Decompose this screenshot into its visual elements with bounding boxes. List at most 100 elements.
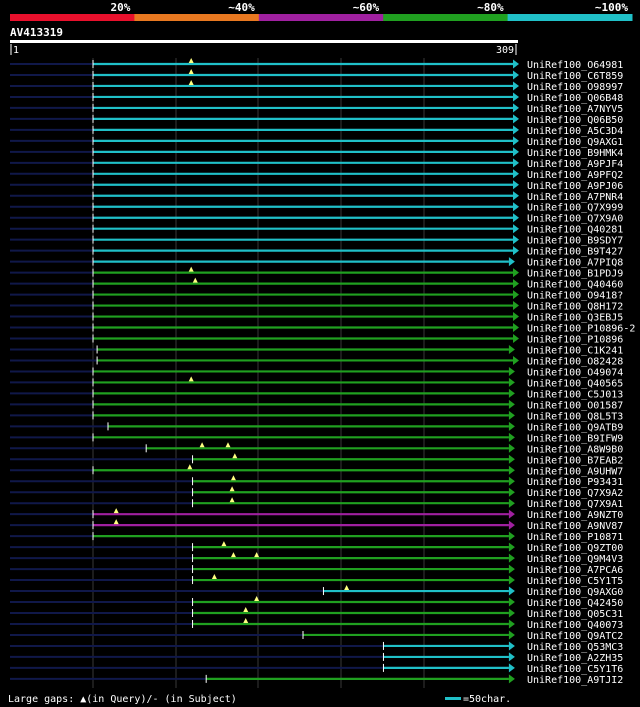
hit-row[interactable]: UniRef100_A7PNR4 xyxy=(10,191,623,203)
hit-row[interactable]: UniRef100_Q7X9A0 xyxy=(10,213,623,225)
hit-label[interactable]: UniRef100_O9418? xyxy=(527,291,623,302)
hit-row[interactable]: UniRef100_P93431 xyxy=(10,475,623,488)
hit-label[interactable]: UniRef100_A9UHW7 xyxy=(527,466,623,477)
hit-label[interactable]: UniRef100_Q9ZT00 xyxy=(527,543,623,554)
hit-label[interactable]: UniRef100_A7PCA6 xyxy=(527,565,623,576)
hit-row[interactable]: UniRef100_Q9ZT00 xyxy=(10,541,623,554)
hit-row[interactable]: UniRef100_Q06B48 xyxy=(10,92,623,104)
hit-label[interactable]: UniRef100_O98997 xyxy=(527,82,623,93)
hit-row[interactable]: UniRef100_B1PDJ9 xyxy=(10,266,623,280)
hit-row[interactable]: UniRef100_O98997 xyxy=(10,79,623,93)
hit-label[interactable]: UniRef100_O49074 xyxy=(527,367,623,378)
hit-label[interactable]: UniRef100_B9HMK4 xyxy=(527,148,623,159)
hit-label[interactable]: UniRef100_P10896 xyxy=(527,335,623,346)
hit-row[interactable]: UniRef100_A9PJF4 xyxy=(10,158,623,170)
hit-row[interactable]: UniRef100_A7NYV5 xyxy=(10,103,623,115)
hit-label[interactable]: UniRef100_Q06B48 xyxy=(527,93,623,104)
hit-label[interactable]: UniRef100_A9NZT0 xyxy=(527,510,623,521)
hit-row[interactable]: UniRef100_P10896-2 xyxy=(10,323,635,335)
hit-row[interactable]: UniRef100_A7PCA6 xyxy=(10,564,623,577)
hit-row[interactable]: UniRef100_A9PFQ2 xyxy=(10,169,623,181)
hit-label[interactable]: UniRef100_Q40073 xyxy=(527,620,623,631)
hit-row[interactable]: UniRef100_A8W9B0 xyxy=(10,442,623,455)
hit-row[interactable]: UniRef100_Q53MC3 xyxy=(10,641,623,653)
hit-row[interactable]: UniRef100_A9PJ06 xyxy=(10,180,623,192)
hit-row[interactable]: UniRef100_C6T859 xyxy=(10,68,623,82)
hit-label[interactable]: UniRef100_Q53MC3 xyxy=(527,642,623,653)
hit-row[interactable]: UniRef100_A7PIQ8 xyxy=(10,257,623,269)
hit-row[interactable]: UniRef100_A9UHW7 xyxy=(10,464,623,477)
hit-row[interactable]: UniRef100_C5J013 xyxy=(10,388,623,401)
hit-row[interactable]: UniRef100_Q9M4V3 xyxy=(10,552,623,565)
hit-row[interactable]: UniRef100_C5Y1T5 xyxy=(10,574,623,587)
hit-label[interactable]: UniRef100_P93431 xyxy=(527,477,623,488)
hit-label[interactable]: UniRef100_Q8L5T3 xyxy=(527,411,623,422)
hit-row[interactable]: UniRef100_Q7X9A1 xyxy=(10,497,623,510)
hit-label[interactable]: UniRef100_Q42450 xyxy=(527,598,623,609)
hit-row[interactable]: UniRef100_Q40565 xyxy=(10,376,623,389)
hit-row[interactable]: UniRef100_B9HMK4 xyxy=(10,147,623,159)
hit-label[interactable]: UniRef100_Q05C31 xyxy=(527,609,623,620)
hit-row[interactable]: UniRef100_O82428 xyxy=(10,355,623,368)
hit-label[interactable]: UniRef100_A2ZH35 xyxy=(527,653,623,664)
hit-label[interactable]: UniRef100_Q9ATC2 xyxy=(527,631,623,642)
hit-label[interactable]: UniRef100_Q9AXG1 xyxy=(527,137,623,148)
hit-row[interactable]: UniRef100_Q9AXG0 xyxy=(10,585,623,598)
hit-row[interactable]: UniRef100_Q40281 xyxy=(10,224,623,236)
hit-row[interactable]: UniRef100_P10896 xyxy=(10,334,623,346)
hit-label[interactable]: UniRef100_Q7X9A2 xyxy=(527,488,623,499)
hit-row[interactable]: UniRef100_B9T427 xyxy=(10,246,623,258)
hit-row[interactable]: UniRef100_Q9ATC2 xyxy=(10,630,623,642)
hit-label[interactable]: UniRef100_A9PFQ2 xyxy=(527,170,623,181)
hit-row[interactable]: UniRef100_Q3EBJ5 xyxy=(10,312,623,324)
hit-label[interactable]: UniRef100_A7PNR4 xyxy=(527,192,623,203)
hit-label[interactable]: UniRef100_C1K241 xyxy=(527,345,623,356)
hit-row[interactable]: UniRef100_Q40460 xyxy=(10,277,623,291)
hit-row[interactable]: UniRef100_A9NZT0 xyxy=(10,508,623,521)
hit-label[interactable]: UniRef100_C5Y1T5 xyxy=(527,576,623,587)
hit-label[interactable]: UniRef100_Q40565 xyxy=(527,378,623,389)
hit-label[interactable]: UniRef100_A5C3D4 xyxy=(527,126,623,137)
hit-row[interactable]: UniRef100_Q8L5T3 xyxy=(10,410,623,423)
hit-row[interactable]: UniRef100_A9NV87 xyxy=(10,519,623,532)
hit-label[interactable]: UniRef100_O64981 xyxy=(527,60,623,71)
hit-label[interactable]: UniRef100_P10896-2 xyxy=(527,324,635,335)
hit-label[interactable]: UniRef100_C5Y1T6 xyxy=(527,664,623,675)
hit-row[interactable]: UniRef100_B9IFW9 xyxy=(10,432,623,445)
hit-label[interactable]: UniRef100_A7PIQ8 xyxy=(527,258,623,269)
hit-row[interactable]: UniRef100_Q9AXG1 xyxy=(10,136,623,148)
hit-label[interactable]: UniRef100_C5J013 xyxy=(527,389,623,400)
hit-row[interactable]: UniRef100_Q7X9A2 xyxy=(10,486,623,499)
hit-label[interactable]: UniRef100_B9T427 xyxy=(527,247,623,258)
hit-label[interactable]: UniRef100_B7EAB2 xyxy=(527,455,623,466)
hit-label[interactable]: UniRef100_A9PJ06 xyxy=(527,181,623,192)
hit-label[interactable]: UniRef100_B9IFW9 xyxy=(527,433,623,444)
hit-label[interactable]: UniRef100_Q9ATB9 xyxy=(527,422,623,433)
hit-label[interactable]: UniRef100_P10871 xyxy=(527,532,623,543)
hit-label[interactable]: UniRef100_Q7X999 xyxy=(527,203,623,214)
hit-row[interactable]: UniRef100_Q06B50 xyxy=(10,114,623,126)
hit-label[interactable]: UniRef100_O82428 xyxy=(527,356,623,367)
hit-label[interactable]: UniRef100_C6T859 xyxy=(527,71,623,82)
hit-row[interactable]: UniRef100_A5C3D4 xyxy=(10,125,623,137)
hit-row[interactable]: UniRef100_A2ZH35 xyxy=(10,652,623,664)
hit-row[interactable]: UniRef100_O64981 xyxy=(10,58,623,71)
hit-row[interactable]: UniRef100_P10871 xyxy=(10,531,623,544)
hit-row[interactable]: UniRef100_A9TJI2 xyxy=(10,674,623,686)
hit-row[interactable]: UniRef100_O49074 xyxy=(10,366,623,379)
hit-label[interactable]: UniRef100_A9NV87 xyxy=(527,521,623,532)
hit-label[interactable]: UniRef100_Q40460 xyxy=(527,280,623,291)
hit-row[interactable]: UniRef100_O01587 xyxy=(10,399,623,412)
hit-label[interactable]: UniRef100_A9TJI2 xyxy=(527,675,623,686)
hit-label[interactable]: UniRef100_Q06B50 xyxy=(527,115,623,126)
hit-label[interactable]: UniRef100_Q9AXG0 xyxy=(527,587,623,598)
hit-label[interactable]: UniRef100_Q40281 xyxy=(527,225,623,236)
hit-row[interactable]: UniRef100_O9418? xyxy=(10,290,623,302)
hit-row[interactable]: UniRef100_Q9ATB9 xyxy=(10,421,623,434)
hit-label[interactable]: UniRef100_Q7X9A1 xyxy=(527,499,623,510)
hit-row[interactable]: UniRef100_Q05C31 xyxy=(10,607,623,620)
hit-label[interactable]: UniRef100_A8W9B0 xyxy=(527,444,623,455)
hit-row[interactable]: UniRef100_Q40073 xyxy=(10,617,623,631)
hit-row[interactable]: UniRef100_B7EAB2 xyxy=(10,453,623,466)
hit-row[interactable]: UniRef100_C1K241 xyxy=(10,344,623,357)
